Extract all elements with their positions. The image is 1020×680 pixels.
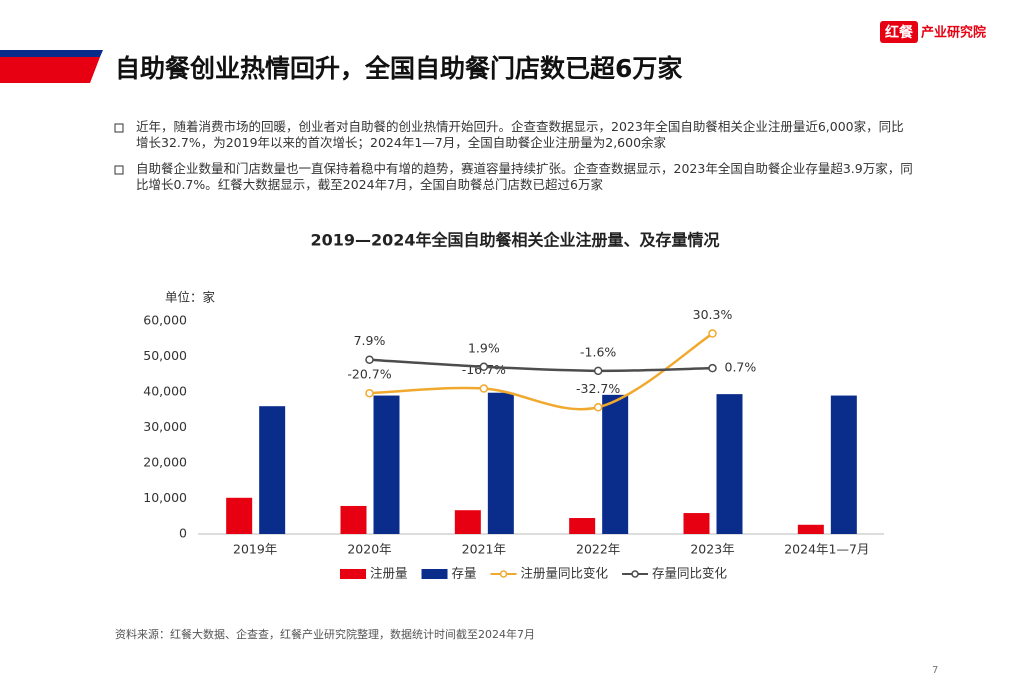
bar	[226, 497, 253, 534]
x-tick-label: 2022年	[576, 542, 620, 557]
x-tick-label: 2023年	[690, 542, 734, 557]
banner-red	[0, 57, 100, 83]
bullet: 自助餐企业数量和门店数量也一直保持着稳中有增的趋势，赛道容量持续扩张。企查查数据…	[136, 161, 913, 192]
bar	[487, 392, 514, 534]
legend-label: 存量同比变化	[652, 566, 728, 581]
logo-box	[880, 21, 918, 43]
line-point	[708, 329, 717, 338]
legend-label: 注册量同比变化	[521, 566, 609, 581]
bar	[454, 510, 481, 534]
page-title: 自助餐创业热情回升，全国自助餐门店数已超6万家	[115, 54, 682, 83]
bar	[602, 394, 629, 534]
logo-brand: 红餐	[885, 24, 914, 41]
unit-label: 单位：家	[165, 290, 216, 305]
bar	[797, 524, 824, 534]
data-label: 1.9%	[468, 340, 500, 355]
bar	[569, 518, 596, 534]
x-tick-label: 2024年1—7月	[784, 542, 869, 557]
bullet-icon	[114, 165, 124, 175]
bullet: 近年，随着消费市场的回暖，创业者对自助餐的创业热情开始回升。企查查数据显示，20…	[136, 119, 904, 150]
line-point	[479, 384, 489, 393]
page-number: 7	[932, 665, 938, 676]
line-series	[369, 332, 714, 411]
line-point	[708, 363, 717, 373]
bar	[830, 395, 857, 534]
legend-swatch	[340, 569, 366, 579]
bar	[373, 395, 400, 534]
bar	[716, 394, 743, 534]
legend-swatch	[499, 570, 508, 578]
chart-title: 2019—2024年全国自助餐相关企业注册量、及存量情况	[310, 231, 719, 250]
line-point	[593, 403, 603, 412]
line-point	[365, 355, 374, 364]
x-tick-label: 2019年	[233, 542, 277, 557]
line-point	[593, 366, 603, 376]
legend-label: 存量	[452, 566, 477, 581]
line-series	[369, 358, 713, 373]
legend-swatch	[421, 569, 448, 579]
x-tick-label: 2021年	[462, 542, 506, 557]
bullets: 近年，随着消费市场的回暖，创业者对自助餐的创业热情开始回升。企查查数据显示，20…	[136, 119, 913, 192]
data-label: 30.3%	[693, 307, 733, 322]
source: 资料来源：红餐大数据、企查查，红餐产业研究院整理，数据统计时间截至2024年7月	[115, 627, 535, 641]
legend-swatch	[631, 570, 639, 578]
y-tick-label: 0	[179, 526, 187, 541]
bar	[259, 406, 286, 534]
y-tick-label: 40,000	[143, 384, 187, 399]
bar	[683, 513, 710, 534]
logo-org: 产业研究院	[921, 25, 986, 41]
x-tick-label: 2020年	[347, 542, 391, 557]
line-point	[479, 362, 489, 372]
data-label: -32.7%	[576, 381, 620, 396]
y-tick-label: 50,000	[143, 348, 187, 363]
line-point	[365, 388, 374, 398]
banner-blue	[0, 50, 103, 57]
y-tick-label: 20,000	[143, 455, 187, 470]
y-tick-label: 10,000	[143, 490, 187, 505]
data-label: 7.9%	[354, 333, 386, 348]
data-label: 0.7%	[725, 360, 757, 375]
y-tick-label: 60,000	[143, 313, 187, 328]
data-label: -1.6%	[580, 344, 616, 359]
y-tick-label: 30,000	[143, 419, 187, 434]
data-label: -20.7%	[347, 367, 391, 382]
bar	[340, 505, 367, 534]
legend-label: 注册量	[370, 566, 408, 581]
bullet-icon	[114, 123, 124, 133]
